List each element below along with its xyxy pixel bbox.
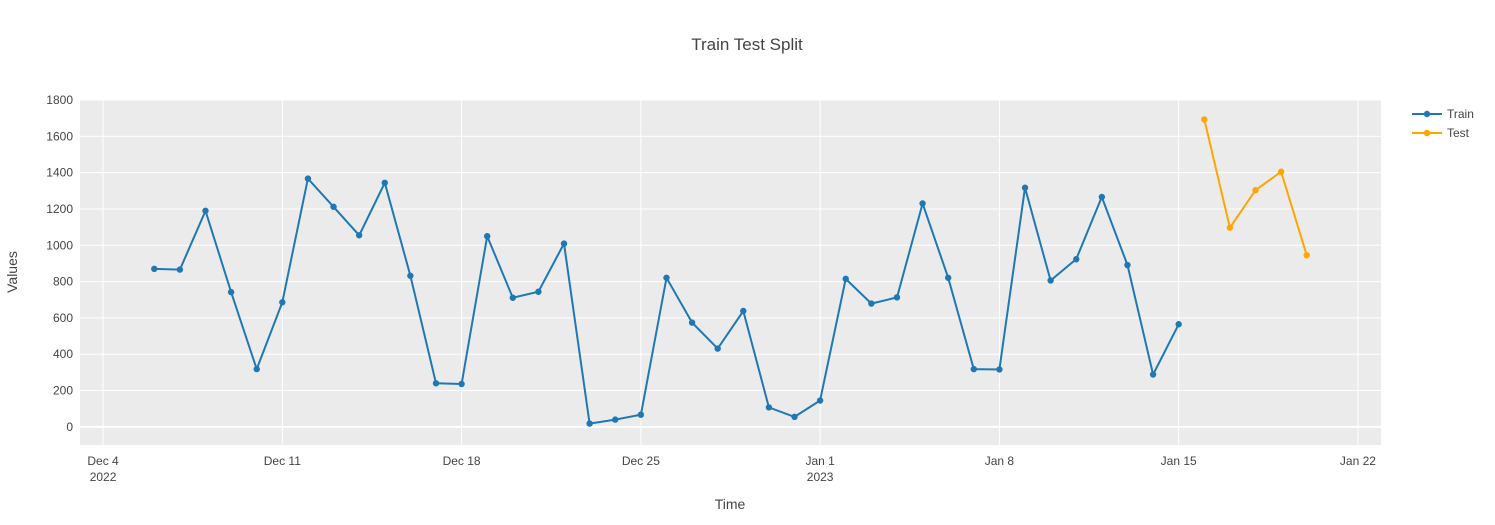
data-point[interactable]	[151, 265, 158, 273]
data-point[interactable]	[407, 272, 414, 279]
data-point[interactable]	[304, 175, 312, 182]
data-point[interactable]	[1303, 252, 1310, 259]
legend-swatch-marker	[1423, 129, 1431, 137]
legend-label: Test	[1447, 126, 1470, 140]
y-tick-labels: 0 200 400 600 800 1000 1200 1400 1600 1800	[46, 93, 73, 434]
data-point[interactable]	[714, 345, 721, 352]
data-point[interactable]	[279, 299, 286, 306]
data-point[interactable]	[227, 288, 235, 296]
y-tick-label: 200	[53, 384, 73, 398]
data-point[interactable]	[919, 200, 926, 207]
legend[interactable]: Train Test	[1412, 107, 1474, 140]
y-tick-label: 800	[53, 275, 73, 289]
y-axis-title: Values	[4, 251, 20, 293]
x-tick-label: Jan 1	[805, 454, 835, 468]
y-tick-label: 1800	[46, 93, 73, 107]
data-point[interactable]	[202, 207, 209, 214]
data-point[interactable]	[663, 274, 670, 281]
data-point[interactable]	[381, 179, 388, 186]
data-point[interactable]	[458, 380, 465, 388]
data-point[interactable]	[1226, 224, 1234, 231]
data-point[interactable]	[1201, 116, 1208, 123]
data-point[interactable]	[560, 240, 568, 247]
data-point[interactable]	[1149, 371, 1157, 378]
data-point[interactable]	[509, 294, 517, 301]
data-point[interactable]	[1098, 193, 1106, 201]
x-tick-label: Dec 18	[443, 454, 481, 468]
data-point[interactable]	[893, 294, 901, 301]
y-tick-label: 1400	[46, 166, 73, 180]
y-tick-label: 1600	[46, 129, 73, 143]
x-tick-sublabel: 2022	[90, 470, 117, 484]
data-point[interactable]	[944, 274, 952, 281]
data-point[interactable]	[637, 411, 645, 418]
chart-title: Train Test Split	[691, 35, 803, 54]
data-point[interactable]	[1073, 256, 1080, 263]
data-point[interactable]	[688, 319, 696, 326]
y-tick-label: 1000	[46, 238, 73, 252]
data-point[interactable]	[330, 203, 337, 210]
data-point[interactable]	[1175, 321, 1182, 328]
data-point[interactable]	[765, 404, 773, 411]
data-point[interactable]	[1021, 184, 1029, 191]
x-tick-label: Dec 11	[264, 454, 301, 468]
y-tick-label: 600	[53, 311, 73, 325]
series-group	[151, 116, 1310, 427]
data-point[interactable]	[176, 266, 184, 273]
y-tick-label: 400	[53, 347, 73, 361]
data-point[interactable]	[612, 416, 619, 423]
y-tick-label: 1200	[46, 202, 73, 216]
series-test	[1201, 116, 1310, 259]
data-point[interactable]	[586, 420, 593, 427]
x-tick-sublabel: 2023	[807, 470, 834, 484]
data-point[interactable]	[1277, 168, 1285, 175]
plot-area	[80, 100, 1381, 445]
data-point[interactable]	[253, 365, 260, 373]
data-point[interactable]	[355, 232, 363, 239]
legend-label: Train	[1447, 107, 1474, 121]
gridlines	[80, 99, 1381, 445]
y-tick-label: 0	[66, 420, 73, 434]
data-point[interactable]	[791, 413, 798, 421]
legend-swatch-marker	[1423, 110, 1431, 118]
data-point[interactable]	[970, 365, 977, 373]
x-axis-title: Time	[715, 496, 746, 512]
data-point[interactable]	[484, 232, 491, 240]
data-point[interactable]	[740, 307, 747, 315]
data-point[interactable]	[842, 275, 849, 283]
data-point[interactable]	[1047, 277, 1054, 284]
data-point[interactable]	[996, 366, 1003, 373]
data-point[interactable]	[868, 300, 875, 307]
x-tick-label: Jan 8	[985, 454, 1015, 468]
series-train	[151, 175, 1182, 427]
data-point[interactable]	[535, 288, 542, 295]
data-point[interactable]	[816, 397, 824, 404]
x-tick-labels: Dec 4 2022 Dec 11 Dec 18 Dec 25 Jan 1 2023 Jan …	[87, 454, 1376, 484]
x-tick-label: Dec 25	[622, 454, 660, 468]
legend-item-test[interactable]: Test	[1412, 126, 1470, 140]
data-point[interactable]	[1124, 261, 1131, 269]
x-tick-label: Dec 4	[87, 454, 119, 468]
x-tick-label: Jan 22	[1340, 454, 1376, 468]
legend-item-train[interactable]: Train	[1412, 107, 1474, 121]
x-tick-label: Jan 15	[1161, 454, 1197, 468]
data-point[interactable]	[1252, 187, 1259, 194]
data-point[interactable]	[432, 380, 440, 387]
